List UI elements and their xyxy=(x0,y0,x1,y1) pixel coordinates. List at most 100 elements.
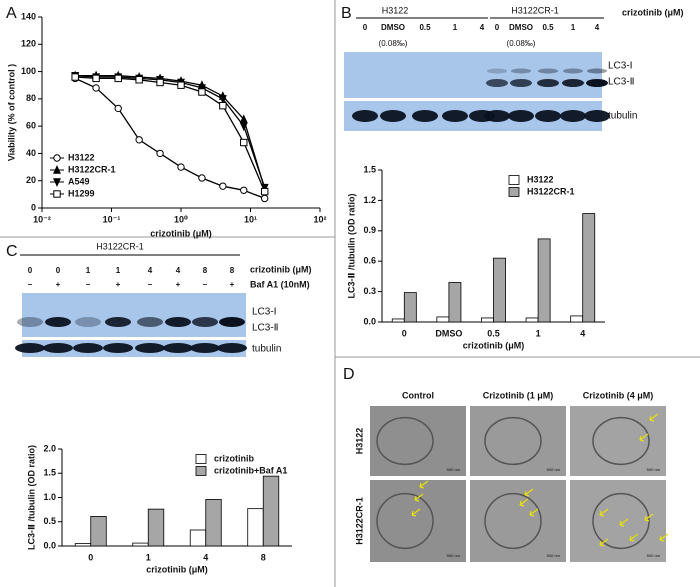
bar xyxy=(147,508,165,547)
blot-band xyxy=(103,343,133,353)
x-tick-label: 0 xyxy=(402,328,407,338)
em-structure xyxy=(484,492,542,550)
lane-label: + xyxy=(116,280,121,289)
em-arrow xyxy=(599,538,609,547)
lane-label: 1 xyxy=(571,23,576,32)
marker xyxy=(177,163,185,171)
y-tick-label: 120 xyxy=(21,39,36,49)
blot-band xyxy=(508,110,534,122)
x-tick-label: 8 xyxy=(261,552,266,562)
marker xyxy=(114,104,122,113)
y-tick-label: 0.3 xyxy=(363,286,376,296)
blot-membrane xyxy=(344,52,602,98)
bar xyxy=(403,292,417,323)
y-tick-label: 1.5 xyxy=(43,468,56,478)
y-tick-label: 2.0 xyxy=(43,443,56,453)
bar xyxy=(205,499,222,547)
blot-band xyxy=(352,110,378,122)
series-line xyxy=(75,75,266,190)
x-tick-label: 10⁰ xyxy=(174,214,188,224)
scale-label: 500 nm xyxy=(447,553,461,558)
bar xyxy=(570,315,584,323)
blot-membrane xyxy=(22,293,246,337)
em-structure xyxy=(484,416,542,466)
group-label: H3122 xyxy=(382,5,409,15)
marker xyxy=(71,73,79,81)
em-structure xyxy=(592,416,650,466)
legend-label: crizotinib+Baf A1 xyxy=(214,465,287,475)
bar xyxy=(493,257,506,323)
blot-band xyxy=(73,343,103,353)
x-tick-label: 10² xyxy=(313,214,326,224)
y-tick-label: 60 xyxy=(26,121,36,131)
marker xyxy=(197,84,206,93)
blot-band xyxy=(15,343,45,353)
y-tick-label: 0.9 xyxy=(363,225,376,235)
lane-label: – xyxy=(148,280,153,289)
row-label: H3122CR-1 xyxy=(354,497,364,545)
vehicle-label: (0.08‰) xyxy=(379,39,408,48)
blot-membrane xyxy=(22,340,246,357)
bar xyxy=(448,282,462,323)
marker xyxy=(198,88,206,96)
bar xyxy=(525,317,539,323)
marker xyxy=(260,187,269,196)
marker xyxy=(219,182,227,190)
marker xyxy=(218,95,227,104)
blot-band xyxy=(190,343,220,353)
band-label: LC3-Ⅰ xyxy=(608,61,633,72)
lane-label: DMSO xyxy=(381,23,405,32)
blot-band xyxy=(560,110,586,122)
treatment-label: crizotinib (μM) xyxy=(250,264,312,274)
group-label: H3122CR-1 xyxy=(511,5,559,15)
blot-band xyxy=(538,68,558,74)
marker xyxy=(53,164,61,174)
blot-band xyxy=(165,317,191,327)
lane-label: + xyxy=(56,280,61,289)
x-tick-label: 4 xyxy=(580,328,585,338)
column-label: Crizotinib (4 μM) xyxy=(583,390,654,400)
x-tick-label: 10¹ xyxy=(244,214,257,224)
bar xyxy=(537,238,551,323)
x-axis-label: crizotinib (μM) xyxy=(463,340,525,350)
legend-label: H3122CR-1 xyxy=(68,164,116,174)
em-arrow xyxy=(639,433,649,442)
column-label: Control xyxy=(402,390,434,400)
legend-label: H1299 xyxy=(68,188,95,198)
panel-label: D xyxy=(343,366,355,383)
x-tick-label: 4 xyxy=(203,552,208,562)
series-line xyxy=(75,75,266,188)
em-structure xyxy=(376,492,434,550)
marker xyxy=(156,78,164,87)
blot-band xyxy=(105,317,131,327)
lane-label: 0 xyxy=(28,266,33,275)
blot-band xyxy=(486,79,508,87)
marker xyxy=(53,190,61,198)
blot-band xyxy=(587,68,607,74)
marker xyxy=(92,74,100,83)
blot-band xyxy=(487,68,507,74)
lane-label: 1 xyxy=(86,266,91,275)
em-image xyxy=(570,480,666,562)
y-axis-label: Viability (% of control ) xyxy=(6,64,16,161)
y-tick-label: 140 xyxy=(21,11,36,21)
em-image xyxy=(370,480,466,562)
legend-label: H3122 xyxy=(527,174,554,184)
panel-label: C xyxy=(6,243,18,260)
scale-label: 500 nm xyxy=(547,467,561,472)
em-arrow xyxy=(629,533,639,542)
y-tick-label: 100 xyxy=(21,66,36,76)
lane-label: + xyxy=(230,280,235,289)
bar xyxy=(132,542,149,547)
y-axis-label: LC3-Ⅱ /tubulin (OD ratio) xyxy=(26,445,36,550)
lane-label: – xyxy=(28,280,33,289)
row-label: H3122 xyxy=(354,428,364,455)
blot-band xyxy=(563,68,583,74)
bar xyxy=(481,317,494,323)
y-tick-label: 0.0 xyxy=(363,316,376,326)
bar xyxy=(262,475,280,547)
bar xyxy=(189,529,207,547)
bar xyxy=(247,508,264,547)
lane-label: 0.5 xyxy=(419,23,431,32)
